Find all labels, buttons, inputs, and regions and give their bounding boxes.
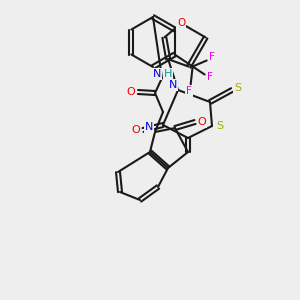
Text: F: F — [209, 52, 214, 62]
Text: N: N — [145, 122, 153, 132]
Text: F: F — [207, 73, 213, 82]
Text: N: N — [169, 80, 177, 90]
Text: O: O — [198, 117, 206, 127]
Text: F: F — [186, 86, 192, 97]
Text: O: O — [177, 18, 185, 28]
Text: S: S — [234, 83, 242, 93]
Text: O: O — [132, 125, 140, 135]
Text: N: N — [153, 69, 161, 79]
Text: O: O — [127, 87, 135, 97]
Text: H: H — [164, 69, 172, 79]
Text: S: S — [216, 121, 224, 131]
